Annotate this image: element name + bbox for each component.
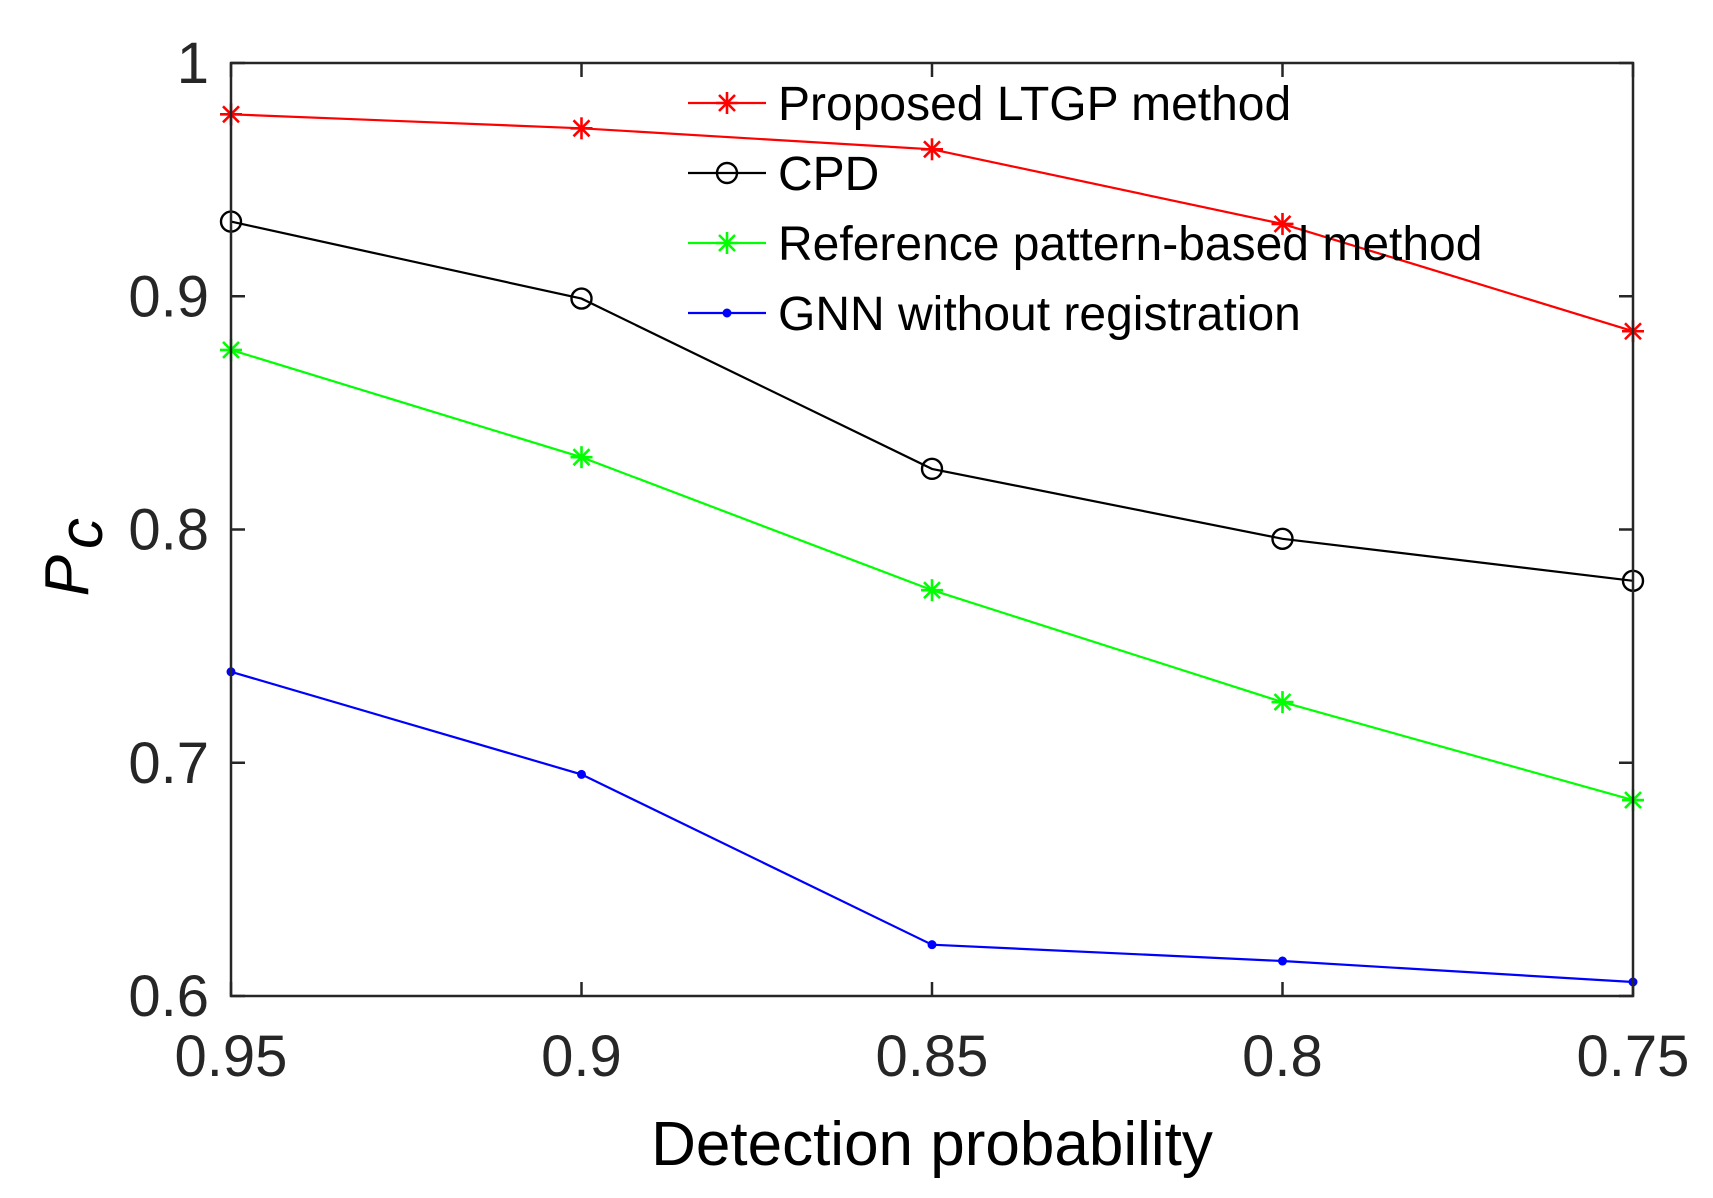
data-point bbox=[577, 769, 586, 779]
legend-label: Reference pattern-based method bbox=[778, 218, 1482, 271]
y-axis-label-subscript: c bbox=[47, 518, 116, 549]
data-point bbox=[920, 457, 944, 481]
legend-marker bbox=[716, 232, 738, 254]
y-axis-label: P c bbox=[33, 518, 116, 596]
x-tick-label: 0.75 bbox=[1577, 1024, 1690, 1089]
data-point bbox=[1278, 956, 1287, 966]
legend: Proposed LTGP method CPD Reference pattern… bbox=[688, 78, 1482, 341]
x-tick-label: 0.8 bbox=[1242, 1024, 1323, 1089]
y-tick-label: 0.8 bbox=[128, 498, 209, 563]
data-point bbox=[921, 579, 943, 602]
data-point bbox=[927, 940, 937, 950]
legend-label: GNN without registration bbox=[778, 288, 1301, 341]
legend-item: CPD bbox=[688, 148, 879, 201]
legend-marker bbox=[716, 92, 738, 114]
data-point bbox=[570, 287, 593, 310]
y-tick-label: 1 bbox=[177, 31, 209, 96]
y-axis-label-main: P bbox=[33, 555, 102, 596]
legend-item: Reference pattern-based method bbox=[688, 218, 1482, 271]
series-4 bbox=[226, 667, 1638, 987]
data-point bbox=[570, 117, 593, 140]
x-tick-label: 0.85 bbox=[876, 1024, 989, 1089]
y-tick-label: 0.6 bbox=[128, 964, 209, 1029]
x-tick-label: 0.95 bbox=[175, 1024, 288, 1089]
y-tick-label: 0.7 bbox=[128, 731, 209, 796]
data-point bbox=[1271, 527, 1294, 551]
tick-layer: 0.95 0.9 0.85 0.8 0.75 0.6 0.7 0.8 0.9 1 bbox=[128, 31, 1689, 1089]
legend-label: CPD bbox=[778, 148, 879, 201]
legend-marker bbox=[722, 308, 732, 318]
x-axis-label: Detection probability bbox=[651, 1110, 1213, 1179]
plot-area-background bbox=[231, 63, 1633, 996]
legend-label: Proposed LTGP method bbox=[778, 78, 1291, 131]
legend-item: GNN without registration bbox=[688, 288, 1301, 341]
data-point bbox=[1271, 691, 1294, 714]
y-tick-label: 0.9 bbox=[128, 264, 209, 329]
data-point bbox=[1271, 212, 1294, 235]
data-point bbox=[921, 138, 943, 161]
x-tick-label: 0.9 bbox=[541, 1024, 622, 1089]
legend-item: Proposed LTGP method bbox=[688, 78, 1291, 131]
legend-marker bbox=[715, 161, 739, 185]
series-line bbox=[230, 220, 1634, 582]
data-point bbox=[570, 446, 593, 469]
plot-area-frame bbox=[229, 61, 1635, 998]
